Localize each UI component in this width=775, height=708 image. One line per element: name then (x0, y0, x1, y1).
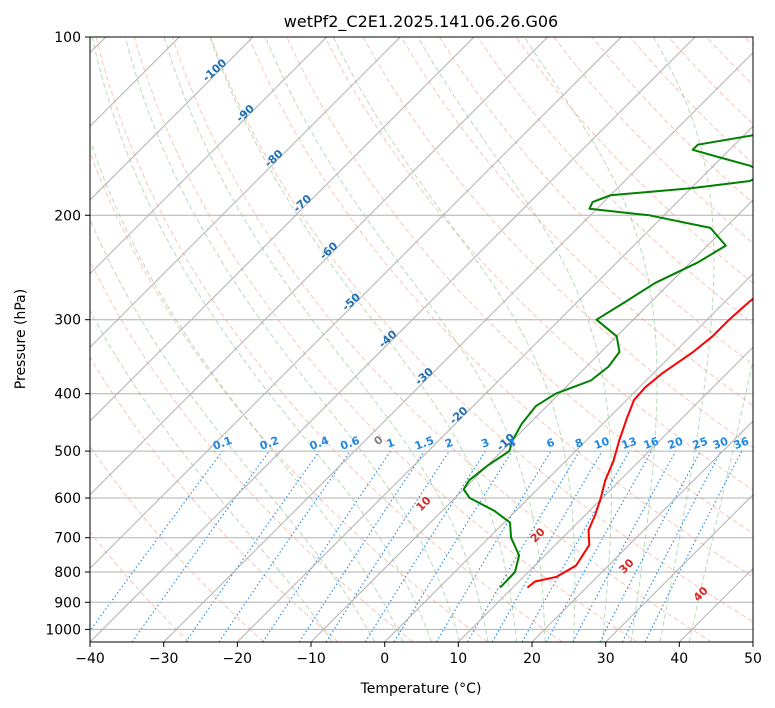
y-tick-label: 300 (54, 313, 81, 329)
dry-adiabat-line (95, 37, 563, 642)
mixing-ratio-line (325, 450, 450, 642)
x-tick-label: 50 (744, 651, 762, 667)
profiles (462, 134, 753, 589)
isotherm-line (457, 346, 753, 642)
dry-adiabat-line (171, 37, 712, 642)
moist-adiabat-line (91, 37, 432, 642)
x-tick-label: 20 (523, 651, 541, 667)
mixing-ratio-label: 6 (545, 436, 557, 451)
mixing-ratio-label: 2 (443, 436, 455, 451)
plot-frame (89, 36, 754, 643)
x-tick-label: −10 (296, 651, 326, 667)
mixing-ratio-line (545, 450, 653, 642)
x-axis-label: Temperature (°C) (360, 681, 482, 697)
dry-adiabat-line (248, 37, 753, 578)
mixing-ratio-line (218, 450, 351, 642)
x-tick-label: 0 (380, 651, 389, 667)
moist-adiabat-line (90, 309, 333, 642)
y-tick-label: 600 (54, 491, 81, 507)
mixing-ratio-line (393, 450, 513, 642)
y-tick-label: 1000 (45, 622, 81, 638)
mixing-ratio-label: 0.2 (258, 434, 281, 453)
moist-adiabat-line (264, 37, 546, 642)
dry-adiabat-line (90, 531, 190, 642)
mixing-ratio-label: 25 (691, 435, 710, 452)
mixing-ratio-label: 36 (732, 434, 751, 452)
mixing-ratio-line (131, 450, 270, 642)
isotherm-line (90, 37, 696, 642)
isotherm-line (605, 493, 753, 642)
isotherm-line (90, 37, 328, 275)
mixing-ratio-label: 20 (666, 434, 685, 452)
mixing-ratio-line (90, 450, 223, 632)
mixing-ratio-label: 0.1 (211, 434, 234, 453)
y-tick-label: 800 (54, 565, 81, 581)
x-tick-label: −40 (75, 651, 105, 667)
mixing-ratio-label: 1.5 (413, 434, 436, 453)
isotherm-line (90, 37, 622, 570)
mixing-ratio-line (185, 450, 320, 642)
isotherm-line (310, 199, 753, 642)
x-tick-label: 30 (597, 651, 615, 667)
moist-adiabat-line (124, 37, 461, 642)
isotherm-line (90, 37, 401, 349)
isotherm-line (531, 420, 753, 642)
y-tick-label: 100 (54, 30, 81, 46)
dry-adiabat-line (324, 37, 753, 491)
dry-adiabat-line (400, 37, 753, 407)
dry-adiabat-line (90, 445, 264, 642)
dry-adiabat-line (438, 37, 753, 366)
mixing-ratio-label: 13 (620, 435, 639, 452)
mixing-ratio-label: 1 (385, 436, 397, 451)
isotherm-line (163, 51, 753, 642)
isotherm-line (90, 37, 475, 422)
dry-adiabat-line (90, 356, 339, 642)
y-tick-label: 900 (54, 595, 81, 611)
mixing-ratio-line (521, 450, 630, 642)
dry-adiabat-line (133, 37, 638, 642)
y-tick-label: 500 (54, 444, 81, 460)
x-tick-label: 40 (670, 651, 688, 667)
moist-adiabat-line (652, 37, 715, 642)
y-tick-label: 200 (54, 208, 81, 224)
mixing-ratio-line (298, 450, 425, 642)
x-tick-label: −20 (223, 651, 253, 667)
y-tick-label: 400 (54, 387, 81, 403)
mixing-ratio-label: 10 (592, 434, 611, 452)
x-tick-label: 10 (449, 651, 467, 667)
y-axis-label: Pressure (hPa) (13, 289, 29, 389)
background-lines (90, 37, 753, 642)
x-tick-label: −30 (149, 651, 179, 667)
moist-adiabat-line (90, 138, 404, 642)
chart-title: wetPf2_C2E1.2025.141.06.26.G06 (284, 12, 558, 32)
mixing-ratio-label: 3 (479, 436, 491, 451)
dry-adiabat-line (90, 150, 488, 642)
mixing-ratio-label: 8 (573, 436, 585, 451)
mixing-ratio-line (644, 450, 743, 642)
dewpoint-profile-line (462, 134, 753, 589)
mixing-ratio-label: 0.4 (308, 434, 331, 453)
dry-adiabat-line (515, 37, 753, 284)
y-tick-label: 700 (54, 531, 81, 547)
mixing-ratio-label: 30 (711, 434, 730, 452)
mixing-ratio-line (262, 450, 392, 642)
dry-adiabat-line (210, 37, 753, 623)
moist-adiabat-line (163, 37, 489, 642)
moist-adiabat-line (523, 37, 658, 642)
mixing-ratio-label: 16 (642, 434, 661, 452)
axes: −40 −30 −20 −10 0 10 20 30 40 50 1000 900 800 700 600 5… (45, 30, 762, 667)
mixing-ratio-label: 0.6 (339, 434, 362, 453)
isotherm-line (384, 272, 753, 642)
moist-adiabat-line (332, 37, 576, 642)
mixing-ratio-line (572, 450, 677, 642)
mixing-ratio-label: 4 (506, 436, 518, 451)
moist-adiabat-line (688, 357, 753, 642)
isotherm-line (90, 37, 549, 496)
isotherm-line (90, 37, 254, 201)
temperature-profile-line (526, 297, 753, 589)
